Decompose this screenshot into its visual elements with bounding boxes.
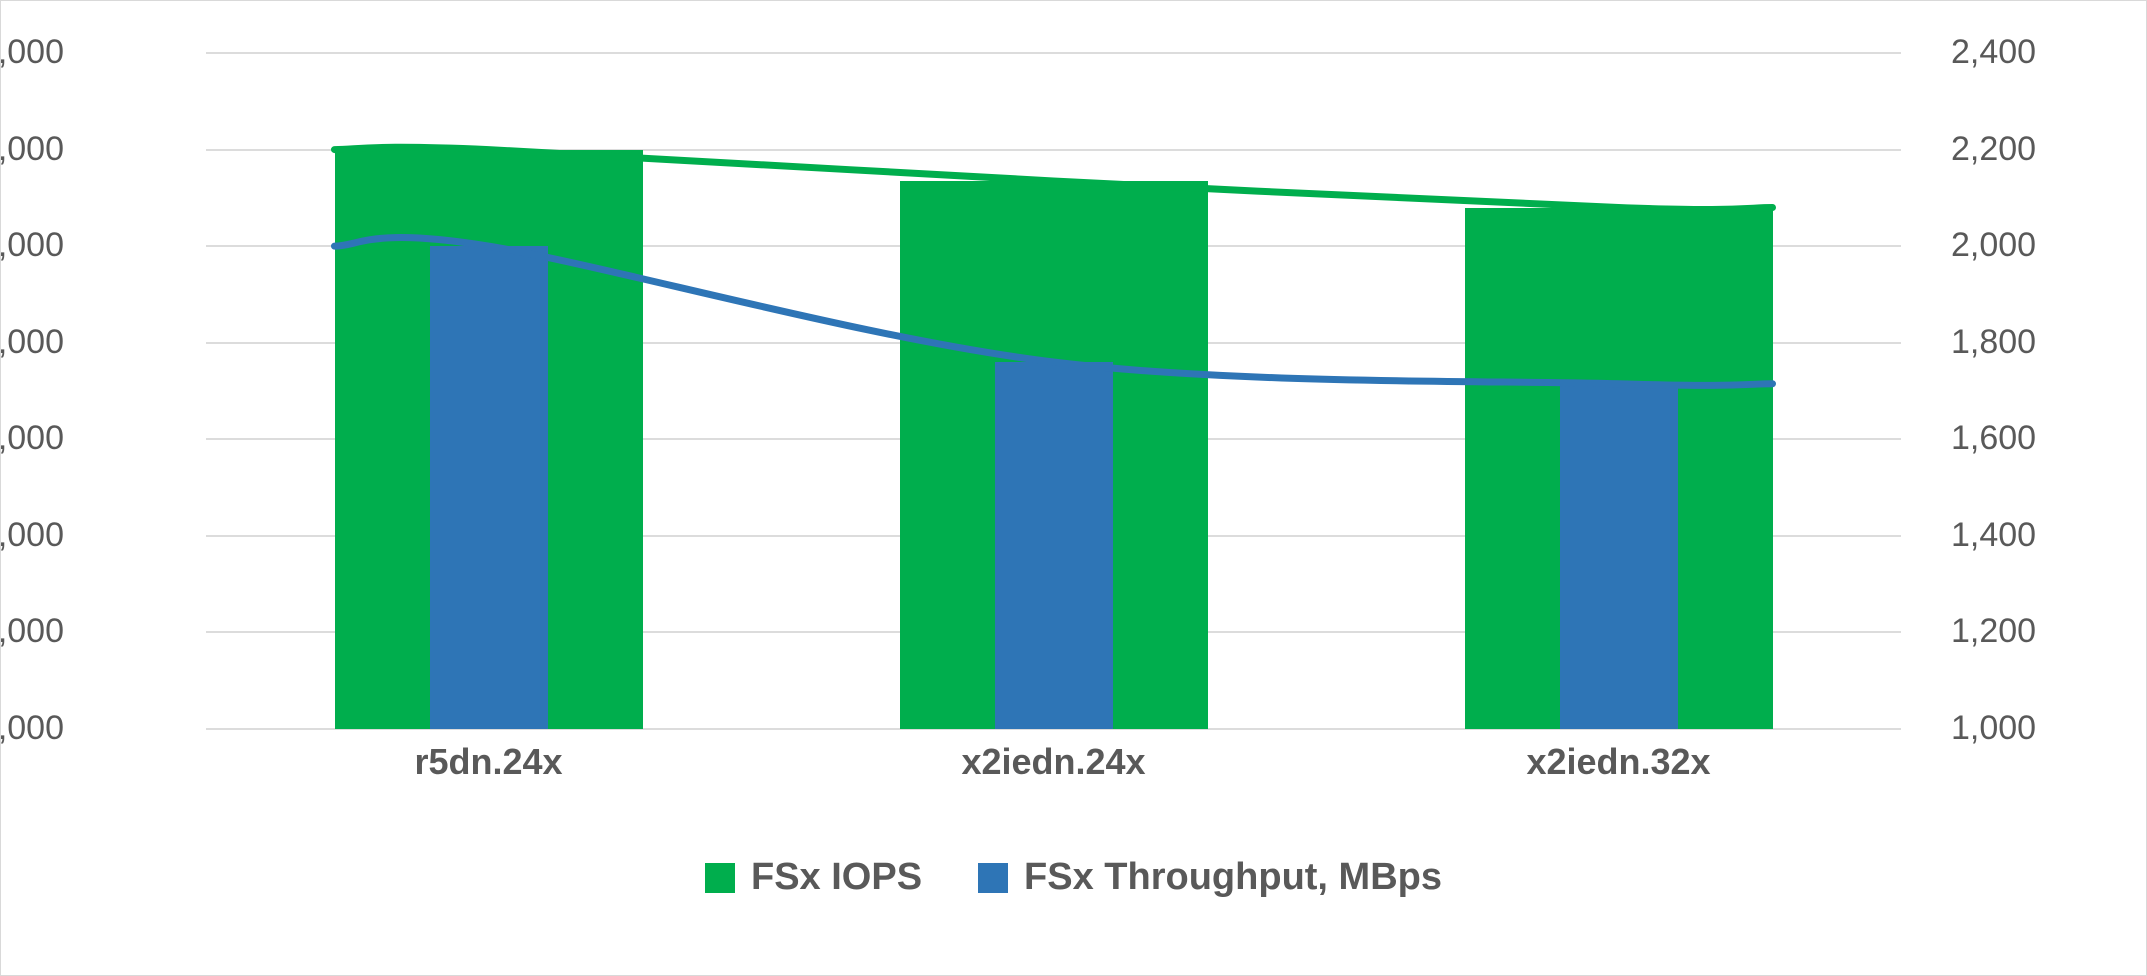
right-axis-tick-label: 2,400 (1951, 33, 2037, 71)
left-axis-tick-label: 200,000 (0, 226, 64, 265)
left-axis-tick-label: 100,000 (0, 709, 64, 747)
left-axis-tick-label: 180,000 (0, 322, 64, 361)
left-axis-tick-label: 120,000 (0, 612, 64, 651)
legend-item[interactable]: FSx Throughput, MBps (978, 856, 1442, 899)
gridline (206, 728, 1901, 730)
legend-label: FSx Throughput, MBps (1024, 856, 1442, 898)
bar-group[interactable] (899, 53, 1208, 729)
legend-swatch-icon (704, 862, 735, 893)
left-axis-tick-label: 140,000 (0, 515, 64, 554)
bar-fsx-throughput[interactable] (429, 246, 548, 729)
right-axis-tick-label: 2,000 (1951, 226, 2037, 265)
plot-area (206, 52, 1901, 730)
bar-fsx-throughput[interactable] (1559, 383, 1678, 729)
right-axis-tick-label: 1,000 (1951, 709, 2037, 747)
bars-layer (206, 53, 1901, 729)
category-label: r5dn.24x (414, 741, 563, 782)
right-axis-tick-label: 1,200 (1951, 612, 2037, 651)
category-label: x2iedn.32x (1526, 741, 1711, 782)
category-label: x2iedn.24x (961, 741, 1146, 782)
gridline (206, 52, 1901, 54)
legend-item[interactable]: FSx IOPS (704, 856, 923, 899)
bar-group[interactable] (1464, 53, 1773, 729)
right-axis-tick-label: 1,600 (1951, 419, 2037, 458)
left-axis-tick-label: 240,000 (0, 33, 64, 71)
right-axis-tick-label: 1,800 (1951, 322, 2037, 361)
right-axis-tick-label: 1,400 (1951, 515, 2037, 554)
legend-label: FSx IOPS (750, 856, 923, 898)
chart-legend: FSx IOPS FSx Throughput, MBps (1, 856, 2146, 899)
left-axis-tick-label: 160,000 (0, 419, 64, 458)
right-axis-tick-label: 2,200 (1951, 129, 2037, 168)
category-axis-labels: r5dn.24x x2iedn.24x x2iedn.32x (206, 741, 1901, 801)
bar-fsx-throughput[interactable] (994, 362, 1113, 729)
legend-swatch-icon (978, 862, 1009, 893)
bar-group[interactable] (334, 53, 643, 729)
left-axis-tick-label: 220,000 (0, 129, 64, 168)
